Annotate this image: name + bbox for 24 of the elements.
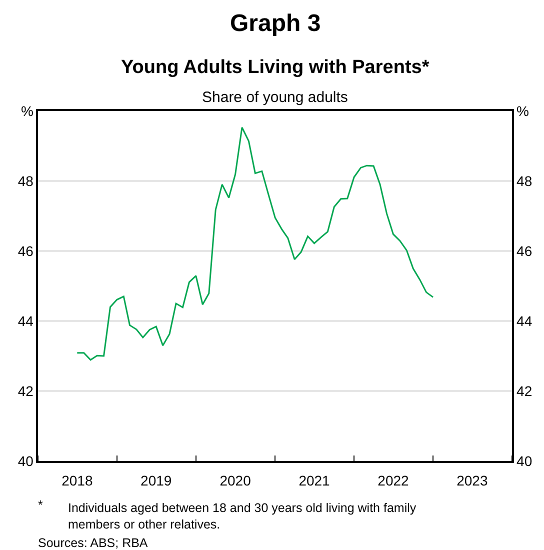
y-tick-label: 48 — [18, 172, 34, 189]
chart-title: Graph 3 Young Adults Living with Parents* — [121, 10, 430, 78]
source-note: Sources: ABS; RBA — [38, 536, 148, 550]
y2-tick-label: 44 — [516, 312, 532, 329]
text: * — [38, 498, 43, 512]
x-tick-label: 2021 — [298, 472, 330, 489]
x-tick-label: 2018 — [62, 472, 93, 489]
y-tick-label: % — [20, 102, 34, 119]
y2-tick-label: 40 — [516, 452, 532, 469]
y-tick-label: 42 — [18, 382, 34, 399]
y2-tick-label: % — [516, 102, 530, 119]
line-series — [76, 126, 434, 361]
y2-tick-label: 42 — [516, 382, 532, 399]
x-tick-label: 2019 — [140, 472, 172, 489]
y2-tick-label: 46 — [516, 242, 532, 259]
x-tick-label: 2023 — [456, 472, 488, 489]
x-tick-label: 2020 — [220, 472, 252, 489]
y-tick-label: 44 — [18, 312, 34, 329]
y-tick-label: 46 — [18, 242, 34, 259]
text: Individuals aged between 18 and 30 years old living with family members or other relatives. — [68, 501, 417, 532]
chart-subtitle: Share of young adults — [202, 89, 348, 106]
y-tick-label: 40 — [18, 452, 34, 469]
y2-tick-label: 48 — [516, 172, 532, 189]
x-tick-label: 2022 — [378, 472, 410, 489]
